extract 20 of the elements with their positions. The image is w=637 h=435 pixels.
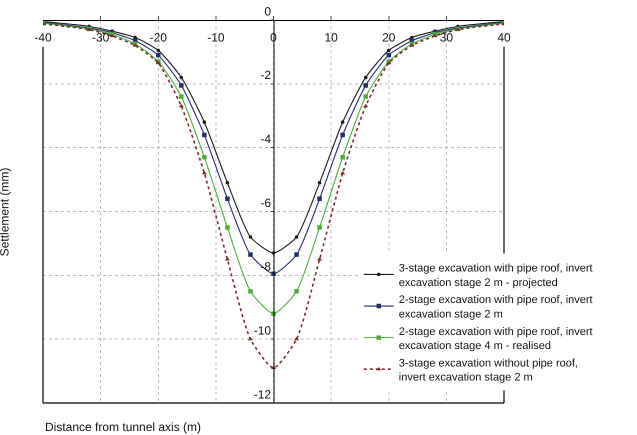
x-tick-label: -30 (92, 30, 110, 44)
y-tick-label: -10 (254, 323, 272, 338)
y-axis-title: Settlement (mm) (0, 168, 12, 256)
y-tick-label: -12 (254, 387, 272, 402)
legend-label: 2-stage excavation with pipe roof, invert excavation stage 4 m - realised (398, 326, 593, 352)
legend-label: 2-stage excavation with pipe roof, invert excavation stage 2 m (398, 294, 593, 320)
y-tick-label: -6 (260, 196, 272, 210)
x-tick-label: -20 (150, 30, 168, 44)
legend-label: 3-stage excavation without pipe roof, invert excavation stage 2 m (398, 357, 578, 384)
x-tick-label: 10 (324, 30, 338, 44)
x-axis-title: Distance from tunnel axis (m) (45, 420, 202, 434)
x-tick-label: 40 (497, 30, 511, 44)
y-tick-label: 0 (264, 4, 272, 18)
x-tick-label: -10 (207, 30, 225, 44)
legend-label: 3-stage excavation with pipe roof, invert excavation stage 2 m - projected (398, 262, 593, 289)
y-tick-label: -4 (260, 132, 272, 146)
y-tick-label: -2 (260, 68, 272, 82)
x-tick-label: -40 (34, 30, 52, 44)
x-tick-label: 30 (440, 30, 454, 44)
x-tick-label: 20 (382, 30, 396, 44)
